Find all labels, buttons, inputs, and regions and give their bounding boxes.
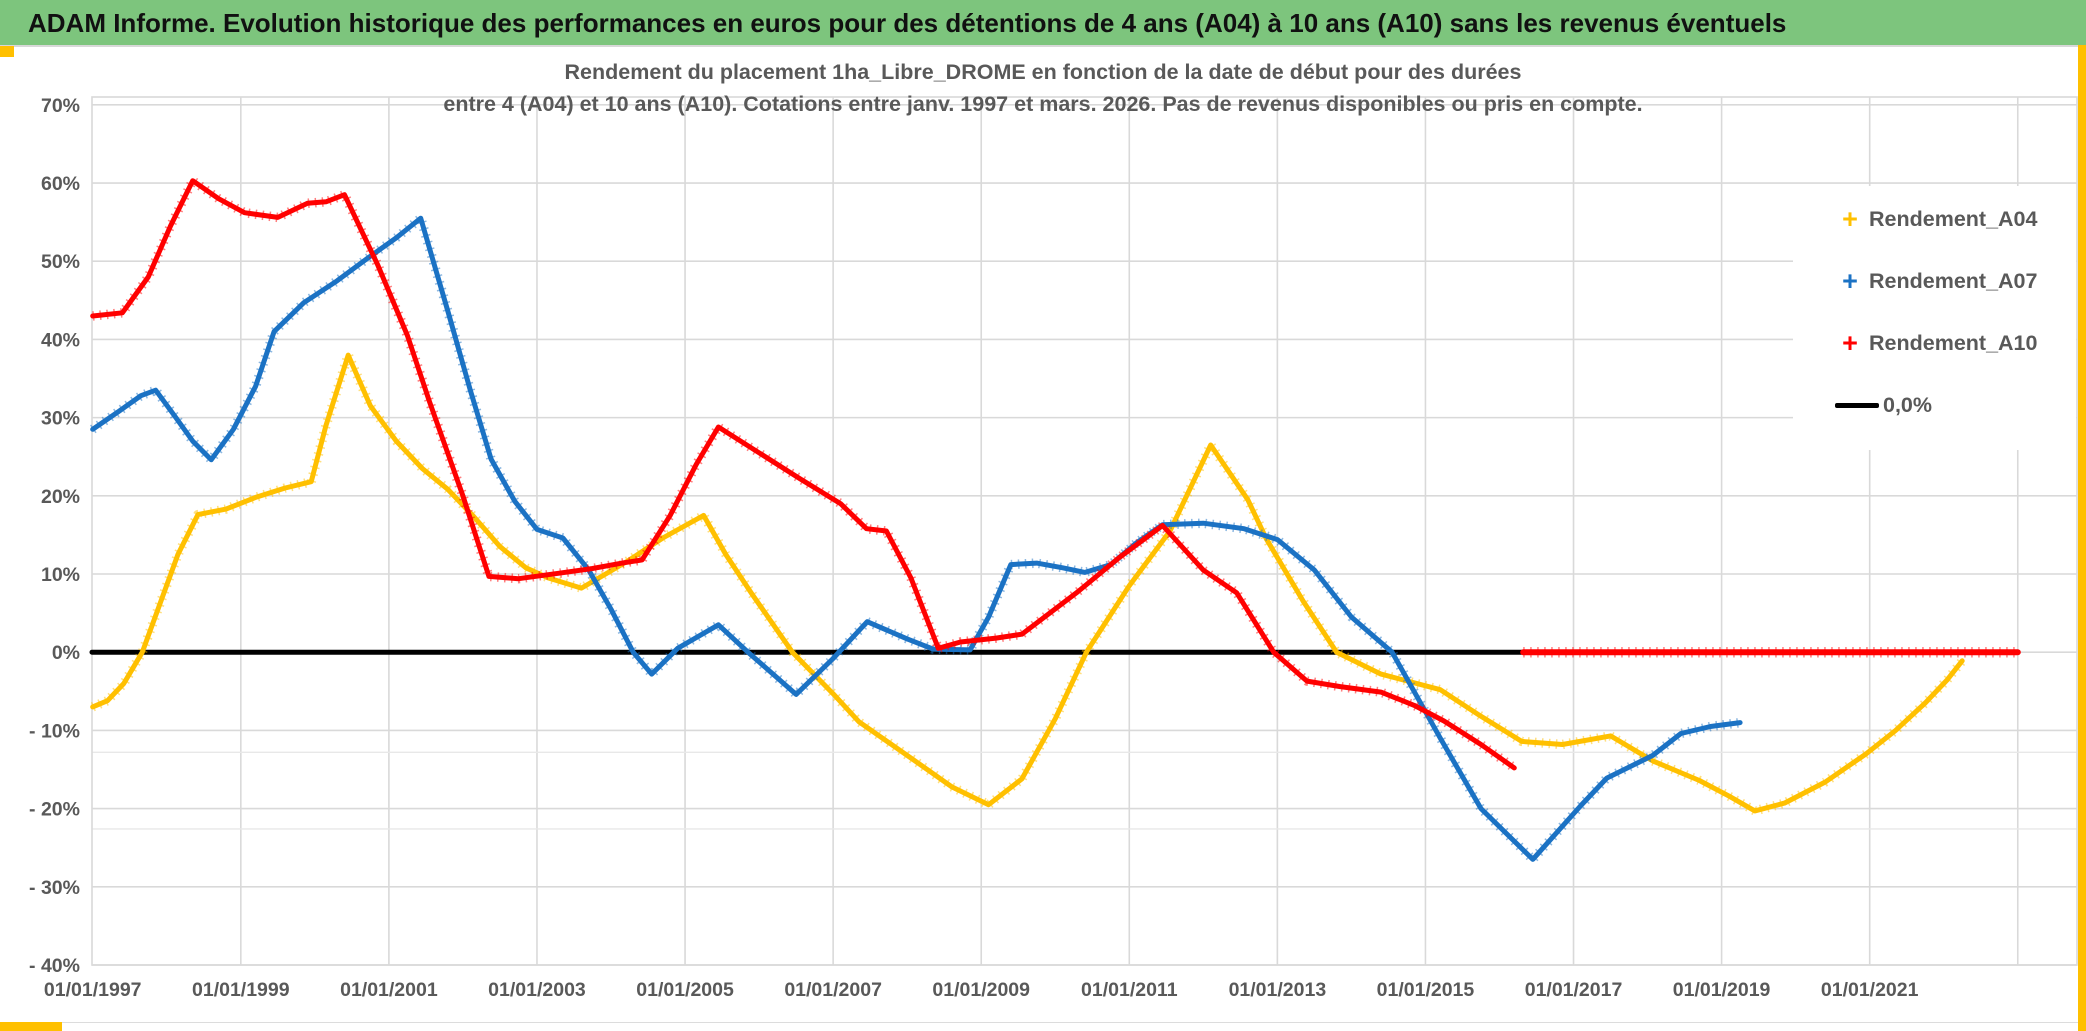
plot-border bbox=[91, 96, 2078, 966]
gold-corner-top-left bbox=[0, 46, 14, 57]
legend-item-rendement-a04[interactable]: + Rendement_A04 bbox=[1793, 188, 2076, 250]
legend-item-rendement-a10[interactable]: + Rendement_A10 bbox=[1793, 312, 2076, 374]
x-tick-label: 01/01/2019 bbox=[1673, 979, 1771, 1001]
x-tick-label: 01/01/2009 bbox=[932, 979, 1030, 1001]
chart-title-line1: Rendement du placement 1ha_Libre_DROME e… bbox=[564, 60, 1522, 84]
legend-line-swatch bbox=[1835, 402, 1879, 408]
y-tick-label: 60% bbox=[41, 173, 80, 195]
x-tick-label: 01/01/2015 bbox=[1377, 979, 1475, 1001]
y-tick-label: 10% bbox=[41, 564, 80, 586]
y-tick-label: 0% bbox=[52, 642, 80, 664]
legend-plus-icon: + bbox=[1842, 203, 1858, 234]
header-title: ADAM Informe. Evolution historique des p… bbox=[28, 8, 1787, 38]
legend-item-rendement-a07[interactable]: + Rendement_A07 bbox=[1793, 250, 2076, 312]
chart-title: Rendement du placement 1ha_Libre_DROME e… bbox=[0, 56, 2086, 120]
x-tick-label: 01/01/2013 bbox=[1229, 979, 1327, 1001]
chart-title-line2: entre 4 (A04) et 10 ans (A10). Cotations… bbox=[443, 92, 1643, 116]
x-tick-label: 01/01/2017 bbox=[1525, 979, 1623, 1001]
x-tick-label: 01/01/1997 bbox=[44, 979, 142, 1001]
y-tick-label: 50% bbox=[41, 251, 80, 273]
y-tick-label: - 30% bbox=[29, 877, 80, 899]
header-separator bbox=[0, 45, 2086, 47]
x-tick-label: 01/01/2005 bbox=[636, 979, 734, 1001]
legend-item-0-0-[interactable]: 0,0% bbox=[1793, 374, 2076, 436]
y-tick-label: 30% bbox=[41, 408, 80, 430]
series-texture-Rendement_A10 bbox=[92, 175, 1518, 772]
legend-label: 0,0% bbox=[1883, 392, 1933, 417]
y-tick-label: 40% bbox=[41, 329, 80, 351]
window-header: ADAM Informe. Evolution historique des p… bbox=[0, 0, 2086, 45]
gold-strip-right-edge bbox=[2078, 45, 2086, 1031]
legend-plus-icon: + bbox=[1842, 265, 1858, 296]
chart-legend: + Rendement_A04 + Rendement_A07 + Rendement_A… bbox=[1793, 186, 2076, 450]
x-tick-label: 01/01/1999 bbox=[192, 979, 290, 1001]
y-tick-label: 70% bbox=[41, 95, 80, 117]
y-tick-label: - 40% bbox=[29, 955, 80, 977]
x-tick-label: 01/01/2003 bbox=[488, 979, 586, 1001]
y-tick-label: - 20% bbox=[29, 799, 80, 821]
legend-label: Rendement_A04 bbox=[1869, 206, 2038, 231]
series-texture-Rendement_A04 bbox=[90, 350, 1966, 816]
x-tick-label: 01/01/2021 bbox=[1821, 979, 1919, 1001]
x-tick-label: 01/01/2011 bbox=[1081, 979, 1178, 1001]
legend-label: Rendement_A10 bbox=[1869, 330, 2038, 355]
y-tick-label: - 10% bbox=[29, 720, 80, 742]
x-tick-label: 01/01/2007 bbox=[784, 979, 882, 1001]
series-Rendement_A10[interactable] bbox=[90, 178, 1517, 771]
series-Rendement_A04[interactable] bbox=[90, 352, 1965, 814]
bottom-separator bbox=[0, 1022, 2086, 1023]
y-tick-label: 20% bbox=[41, 486, 80, 508]
legend-label: Rendement_A07 bbox=[1869, 268, 2038, 293]
x-tick-label: 01/01/2001 bbox=[340, 979, 438, 1001]
series-texture-Rendement_A07 bbox=[90, 213, 1741, 865]
gold-strip-bottom-left bbox=[0, 1022, 62, 1031]
legend-plus-icon: + bbox=[1842, 327, 1858, 358]
